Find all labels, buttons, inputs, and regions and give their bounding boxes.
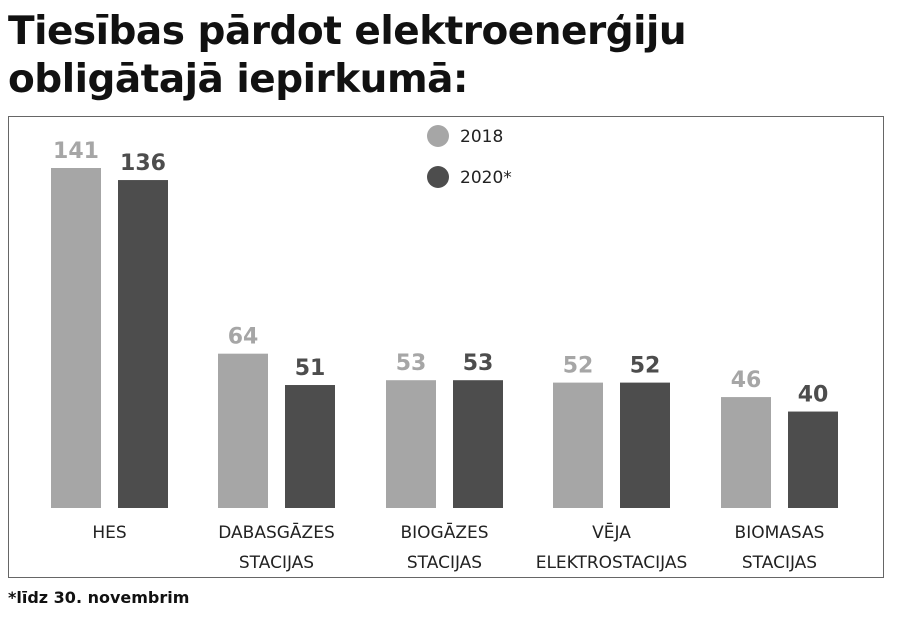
chart-frame (8, 116, 884, 578)
data-label: 136 (120, 151, 166, 176)
data-label: 52 (563, 354, 594, 379)
category-label: HES (92, 523, 126, 543)
footnote: *līdz 30. novembrim (8, 588, 190, 607)
category-label: BIOMASAS (735, 523, 825, 543)
bar (218, 353, 268, 508)
bar (620, 382, 670, 508)
data-label: 46 (731, 368, 762, 393)
legend-label: 2020* (460, 168, 512, 188)
category-label: STACIJAS (742, 553, 817, 573)
legend-label: 2018 (460, 127, 503, 147)
bar (285, 385, 335, 508)
bar (788, 411, 838, 508)
category-label: ELEKTROSTACIJAS (536, 553, 688, 573)
bar (51, 168, 101, 508)
category-label: STACIJAS (407, 553, 482, 573)
bar (553, 382, 603, 508)
data-label: 53 (396, 351, 427, 376)
data-label: 53 (463, 351, 494, 376)
category-label: DABASGĀZES (218, 521, 335, 543)
bar (453, 380, 503, 508)
bar (118, 180, 168, 508)
bar (721, 397, 771, 508)
data-label: 141 (53, 139, 99, 164)
legend-swatch (427, 166, 449, 188)
data-label: 51 (295, 356, 326, 381)
data-label: 40 (798, 383, 829, 408)
category-label: STACIJAS (239, 553, 314, 573)
category-label: VĒJA (592, 521, 631, 543)
legend-swatch (427, 125, 449, 147)
data-label: 64 (228, 325, 259, 350)
bar (386, 380, 436, 508)
category-label: BIOGĀZES (400, 521, 488, 543)
chart-title: Tiesības pārdot elektroenerģiju obligāta… (8, 9, 687, 102)
data-label: 52 (630, 354, 661, 379)
